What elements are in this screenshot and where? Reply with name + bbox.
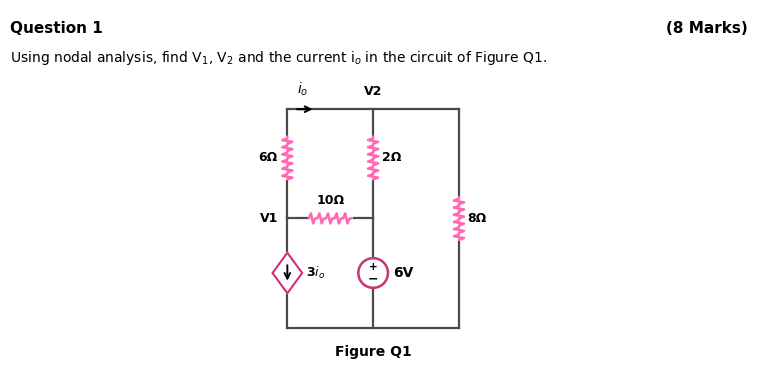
Text: +: +: [369, 262, 377, 272]
Text: 6V: 6V: [393, 266, 413, 280]
Text: $i_o$: $i_o$: [297, 81, 309, 98]
Text: V1: V1: [261, 212, 279, 225]
Text: V2: V2: [364, 85, 382, 98]
Text: Question 1: Question 1: [10, 21, 102, 36]
Text: 2Ω: 2Ω: [382, 151, 401, 165]
Text: 6Ω: 6Ω: [258, 151, 277, 165]
Text: Using nodal analysis, find V$_1$, V$_2$ and the current i$_o$ in the circuit of : Using nodal analysis, find V$_1$, V$_2$ …: [10, 49, 547, 67]
Text: 3$i_o$: 3$i_o$: [306, 265, 325, 281]
Text: −: −: [368, 272, 378, 285]
Text: (8 Marks): (8 Marks): [666, 21, 748, 36]
Text: 8Ω: 8Ω: [468, 212, 487, 225]
Text: Figure Q1: Figure Q1: [335, 345, 412, 359]
Text: 10Ω: 10Ω: [316, 194, 344, 207]
